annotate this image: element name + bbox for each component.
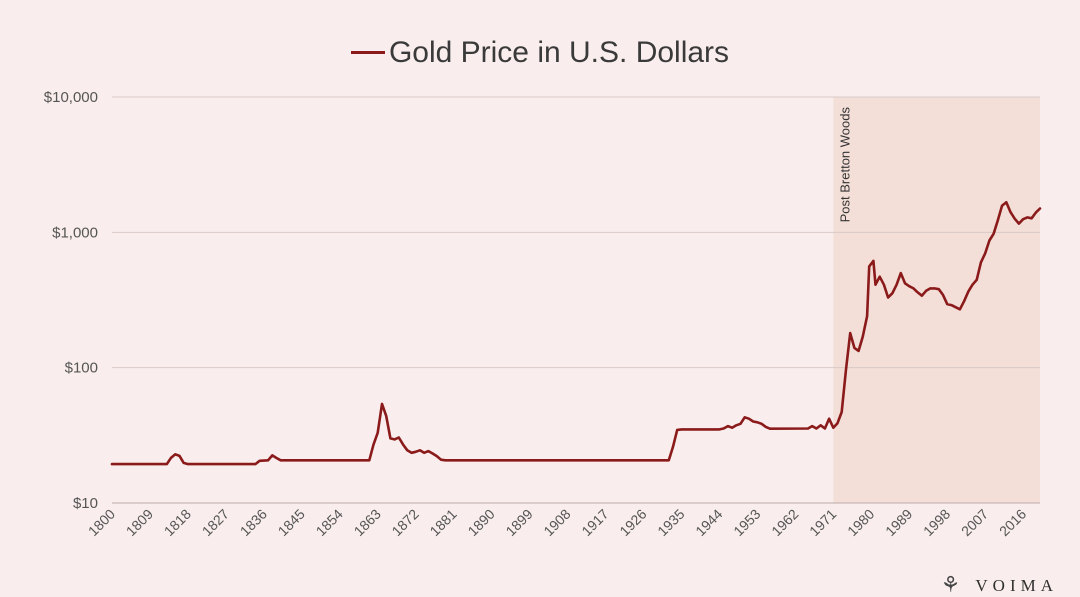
- x-tick-label: 1854: [313, 506, 346, 539]
- annotation-label: Post Bretton Woods: [837, 107, 852, 223]
- x-tick-label: 1953: [730, 506, 763, 539]
- y-tick-label: $1,000: [52, 224, 98, 241]
- legend-line-swatch: [350, 50, 385, 54]
- x-tick-label: 1971: [806, 506, 839, 539]
- x-tick-label: 2016: [996, 506, 1029, 539]
- x-tick-label: 1998: [920, 506, 953, 539]
- x-tick-label: 1863: [351, 506, 384, 539]
- x-tick-label: 1872: [388, 506, 421, 539]
- voima-logo-text: VOIMA: [975, 576, 1058, 595]
- chart-title-text: Gold Price in U.S. Dollars: [388, 36, 730, 69]
- x-tick-label: 1935: [654, 506, 687, 539]
- x-tick-label: 1899: [502, 506, 535, 539]
- y-tick-label: $10,000: [44, 89, 98, 106]
- x-tick-label: 1926: [616, 506, 649, 539]
- x-tick-label: 1944: [692, 506, 725, 539]
- voima-logo: ⚘ VOIMA: [941, 574, 1058, 596]
- x-tick-label: 1845: [275, 506, 308, 539]
- x-tick-label: 1836: [237, 506, 270, 539]
- x-tick-label: 1980: [844, 506, 877, 539]
- y-tick-label: $10: [73, 495, 98, 512]
- x-tick-label: 1917: [578, 506, 611, 539]
- voima-logo-icon: ⚘: [940, 572, 966, 597]
- x-tick-label: 1827: [199, 506, 232, 539]
- x-tick-label: 1890: [464, 506, 497, 539]
- x-tick-label: 1962: [768, 506, 801, 539]
- x-tick-label: 1809: [123, 506, 156, 539]
- x-tick-label: 1989: [882, 506, 915, 539]
- x-tick-label: 1908: [540, 506, 573, 539]
- post-bretton-woods-region: [833, 97, 1040, 503]
- chart-title: Gold Price in U.S. Dollars: [0, 36, 1080, 70]
- x-tick-label: 2007: [958, 506, 991, 539]
- x-tick-label: 1881: [426, 506, 459, 539]
- y-tick-label: $100: [65, 360, 98, 377]
- x-tick-label: 1818: [161, 506, 194, 539]
- gold-price-line: [110, 200, 1042, 466]
